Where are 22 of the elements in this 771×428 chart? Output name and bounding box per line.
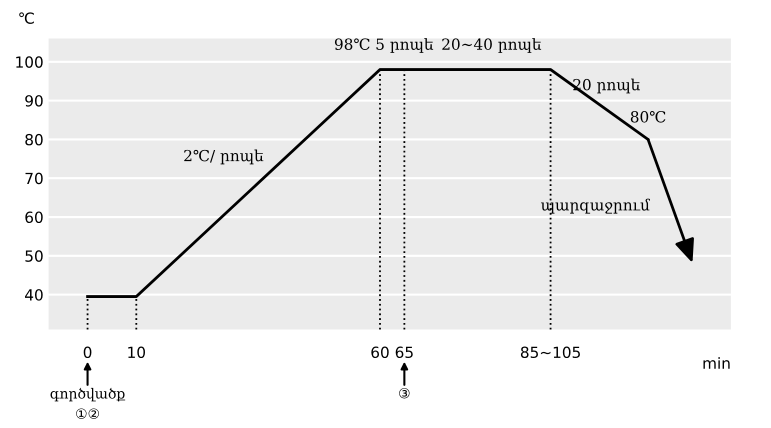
x-tick-label: 60 xyxy=(371,346,389,358)
x-axis-title: min xyxy=(703,357,730,369)
annotation: պարզաջրում xyxy=(541,198,650,214)
y-axis-title: ℃ xyxy=(19,12,34,24)
annotation: 2℃/ րոպե xyxy=(184,150,264,164)
y-tick-label: 100 xyxy=(16,56,43,68)
x-tick-label: 10 xyxy=(128,346,146,358)
annotation: 20~40 րոպե xyxy=(442,38,542,53)
annotation: 80℃ xyxy=(630,111,666,123)
text: ③ xyxy=(399,388,410,398)
y-tick-label: 80 xyxy=(25,134,43,146)
x-tick-label: 0 xyxy=(84,346,92,358)
annotation: 5 րոպե xyxy=(376,38,434,53)
x-tick-label: 65 xyxy=(396,346,413,358)
y-tick-label: 40 xyxy=(25,289,43,301)
y-tick-label: 60 xyxy=(25,211,43,224)
x-tick-label: 85~105 xyxy=(520,346,580,358)
annotation: 98℃ xyxy=(334,38,370,50)
y-tick-label: 50 xyxy=(25,250,43,262)
y-tick-label: 70 xyxy=(26,172,43,184)
y-tick-label: 90 xyxy=(25,95,43,107)
text: գործվածք ①② xyxy=(50,388,126,419)
